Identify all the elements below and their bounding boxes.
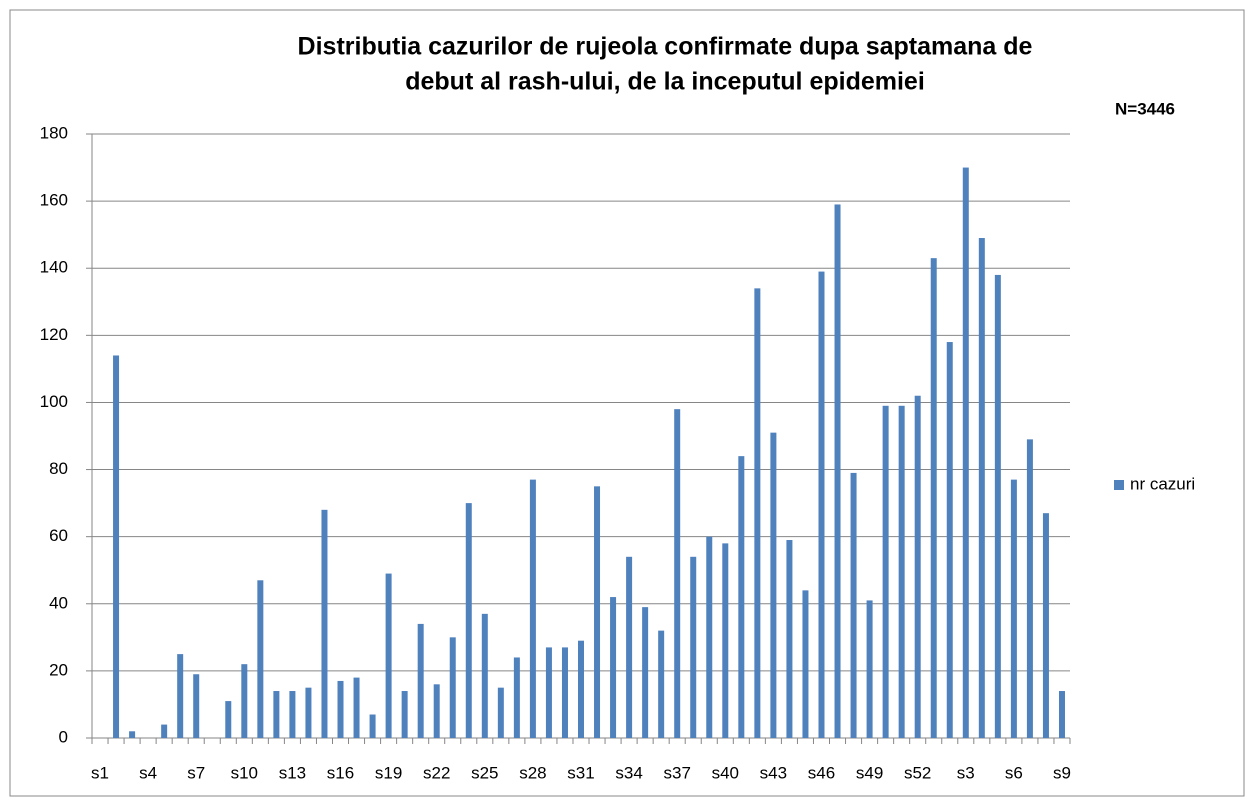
bar <box>786 540 793 738</box>
x-tick-label: s31 <box>567 763 594 782</box>
y-tick-label: 80 <box>49 459 68 478</box>
bar <box>321 509 328 738</box>
x-tick-label: s19 <box>375 763 402 782</box>
bar <box>417 623 424 738</box>
legend-swatch <box>1114 480 1124 490</box>
bar <box>578 640 584 738</box>
y-tick-label: 40 <box>49 593 68 612</box>
x-tick-label: s52 <box>904 763 931 782</box>
bar <box>273 691 280 738</box>
bar <box>610 597 617 738</box>
bar <box>129 731 136 738</box>
bar <box>834 204 841 738</box>
bar <box>722 543 729 738</box>
bar <box>257 580 264 738</box>
bar <box>738 456 745 738</box>
bar <box>866 600 873 738</box>
y-tick-label: 180 <box>40 123 68 142</box>
bar <box>962 167 969 739</box>
x-tick-label: s43 <box>760 763 787 782</box>
bar <box>706 536 713 738</box>
bar <box>305 687 312 738</box>
y-tick-label: 160 <box>40 191 68 210</box>
bar <box>994 274 1001 738</box>
x-tick-label: s4 <box>139 763 157 782</box>
bar <box>770 432 777 738</box>
bar <box>177 654 184 738</box>
bar <box>513 657 520 738</box>
bar <box>465 503 472 738</box>
x-tick-label: s10 <box>231 763 258 782</box>
bar <box>898 405 905 738</box>
bar <box>946 342 953 738</box>
bar <box>674 409 681 738</box>
bar <box>401 691 408 738</box>
bar <box>529 479 536 738</box>
bar <box>690 556 697 738</box>
x-tick-label: s28 <box>519 763 546 782</box>
x-tick-label: s7 <box>187 763 205 782</box>
x-tick-label: s37 <box>663 763 690 782</box>
bar <box>594 486 601 738</box>
y-tick-label: 140 <box>40 258 68 277</box>
x-tick-label: s16 <box>327 763 354 782</box>
bar <box>353 677 360 738</box>
y-tick-label: 100 <box>40 392 68 411</box>
bar <box>818 271 825 738</box>
x-tick-label: s3 <box>957 763 975 782</box>
bar <box>1026 439 1033 738</box>
bar <box>914 395 921 738</box>
bar <box>385 573 392 738</box>
x-tick-label: s25 <box>471 763 498 782</box>
x-tick-label: s13 <box>279 763 306 782</box>
bar <box>1058 691 1065 738</box>
annotation: N=3446 <box>1115 99 1175 118</box>
bar <box>241 664 248 738</box>
bar <box>658 630 665 738</box>
bar <box>225 701 232 738</box>
y-tick-label: 20 <box>49 660 68 679</box>
x-tick-label: s9 <box>1053 763 1071 782</box>
bar <box>642 607 649 738</box>
bar <box>449 637 456 738</box>
bar <box>433 684 440 738</box>
bar <box>545 647 552 738</box>
y-tick-label: 0 <box>59 727 68 746</box>
bar <box>626 556 633 738</box>
chart-title: Distributia cazurilor de rujeola confirm… <box>298 33 1033 61</box>
bar <box>802 590 809 738</box>
bar <box>754 288 761 738</box>
y-tick-label: 120 <box>40 325 68 344</box>
y-tick-label: 60 <box>49 526 68 545</box>
x-tick-label: s49 <box>856 763 883 782</box>
x-tick-label: s34 <box>615 763 642 782</box>
bar <box>850 472 857 738</box>
bar <box>337 680 344 738</box>
x-tick-label: s1 <box>91 763 109 782</box>
bar <box>882 405 889 738</box>
bar <box>1042 513 1049 738</box>
bar <box>497 687 504 738</box>
bar <box>161 724 168 738</box>
x-tick-label: s22 <box>423 763 450 782</box>
bar <box>113 355 120 738</box>
bar <box>561 647 568 738</box>
bar <box>481 613 488 738</box>
bar <box>289 691 296 738</box>
chart-title: debut al rash-ului, de la inceputul epid… <box>405 68 925 96</box>
bar <box>978 238 985 738</box>
x-tick-label: s6 <box>1005 763 1023 782</box>
x-tick-label: s46 <box>808 763 835 782</box>
x-tick-label: s40 <box>712 763 739 782</box>
legend-label: nr cazuri <box>1130 474 1195 493</box>
bar <box>369 714 376 738</box>
bar <box>1010 479 1017 738</box>
bar <box>193 674 200 738</box>
bar <box>930 258 937 738</box>
